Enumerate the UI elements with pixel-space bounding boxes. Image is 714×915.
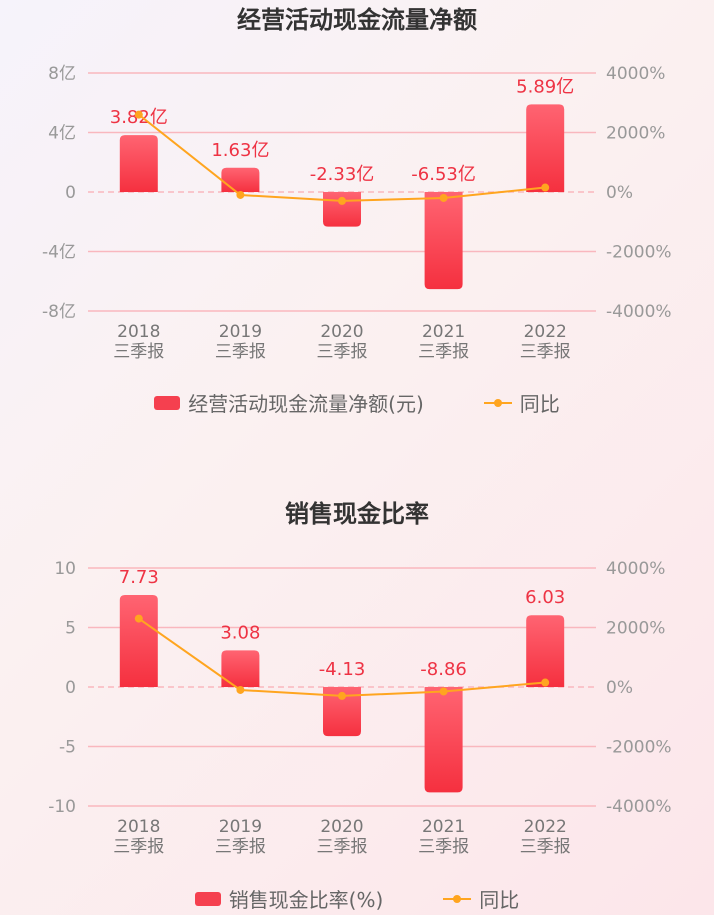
right-axis-tick: 0%: [606, 183, 633, 203]
category-label: 2020: [320, 817, 363, 837]
yoy-point: [134, 614, 143, 623]
category-sublabel: 三季报: [215, 342, 266, 362]
yoy-line: [138, 617, 546, 697]
left-axis-tick: -10: [48, 797, 76, 817]
legend-bar-swatch: [194, 891, 221, 906]
chart-title: 销售现金比率: [285, 500, 429, 528]
category-label: 2020: [320, 322, 363, 342]
data-label: 5.89亿: [516, 76, 574, 97]
bar: [221, 650, 260, 687]
data-label: 6.03: [525, 587, 565, 608]
yoy-line: [138, 113, 546, 202]
right-axis-tick: -4000%: [606, 797, 672, 817]
category-sublabel: 三季报: [520, 342, 571, 362]
left-axis-tick: 4亿: [48, 124, 76, 144]
bar: [119, 595, 158, 687]
chart-legend: 经营活动现金流量净额(元) 同比: [0, 388, 714, 417]
left-axis-tick: 5: [65, 619, 76, 639]
data-label: -6.53亿: [411, 164, 476, 185]
left-axis-tick: 0: [65, 183, 76, 203]
category-label: 2018: [117, 817, 160, 837]
category-label: 2022: [524, 322, 567, 342]
sales-cash-ratio-chart: 10 4000% 5 2000% 0 0% -5 -2000% -10 -4000% 7.73 3.0…: [48, 559, 672, 857]
data-label: -8.86: [420, 659, 467, 680]
right-axis-tick: 4000%: [606, 64, 665, 84]
bar: [221, 167, 260, 192]
category-label: 2019: [219, 817, 262, 837]
legend-line-label: 同比: [519, 392, 560, 416]
legend-bar-swatch: [154, 395, 181, 410]
right-axis-tick: -4000%: [606, 302, 672, 322]
left-axis-tick: 10: [54, 559, 76, 579]
right-axis-tick: 2000%: [606, 619, 665, 639]
legend-line-swatch: [443, 892, 472, 906]
data-label: -2.33亿: [310, 164, 375, 185]
right-axis-tick: 2000%: [606, 124, 665, 144]
category-sublabel: 三季报: [215, 837, 266, 857]
yoy-point: [541, 183, 550, 192]
yoy-point: [338, 196, 346, 205]
category-label: 2018: [117, 322, 160, 342]
category-sublabel: 三季报: [317, 837, 368, 857]
bar: [323, 687, 361, 737]
yoy-point: [134, 110, 143, 119]
bar: [526, 104, 565, 192]
yoy-point: [338, 691, 346, 700]
category-label: 2021: [422, 817, 465, 837]
left-axis-tick: -4亿: [42, 243, 76, 263]
yoy-point: [439, 193, 448, 202]
category-sublabel: 三季报: [520, 837, 571, 857]
category-sublabel: 三季报: [317, 342, 368, 362]
left-axis-tick: -8亿: [42, 302, 76, 322]
yoy-point: [236, 190, 245, 199]
category-label: 2022: [524, 817, 567, 837]
bar: [119, 135, 158, 192]
chart-legend: 销售现金比率(%) 同比: [0, 884, 714, 913]
legend-item-bar[interactable]: 经营活动现金流量净额(元): [154, 388, 424, 417]
right-axis-tick: -2000%: [606, 243, 672, 263]
category-sublabel: 三季报: [418, 342, 469, 362]
legend-bar-label: 销售现金比率(%): [228, 888, 384, 912]
chart-title: 经营活动现金流量净额: [237, 6, 477, 34]
legend-line-label: 同比: [479, 888, 520, 912]
legend-bar-label: 经营活动现金流量净额(元): [188, 392, 424, 416]
yoy-point: [236, 685, 245, 694]
legend-item-line[interactable]: 同比: [483, 388, 560, 417]
left-axis-tick: 0: [65, 678, 76, 698]
cashflow-chart: 8亿4000%4亿2000%00%-4亿-2000%-8亿-4000%3.82亿…: [42, 64, 672, 362]
left-axis-tick: -5: [59, 738, 76, 758]
right-axis-tick: 0%: [606, 678, 633, 698]
legend-item-line[interactable]: 同比: [443, 884, 519, 913]
right-axis-tick: 4000%: [606, 559, 665, 579]
yoy-point: [541, 678, 550, 687]
legend-item-bar[interactable]: 销售现金比率(%): [194, 884, 384, 913]
data-label: -4.13: [319, 659, 366, 680]
bar: [424, 192, 463, 290]
category-label: 2019: [219, 322, 262, 342]
category-sublabel: 三季报: [113, 837, 164, 857]
bar: [526, 615, 565, 687]
data-label: 3.08: [220, 622, 260, 643]
right-axis-tick: -2000%: [606, 738, 672, 758]
category-label: 2021: [422, 322, 465, 342]
left-axis-tick: 8亿: [48, 64, 76, 84]
bar: [424, 687, 463, 793]
yoy-point: [439, 687, 448, 696]
data-label: 1.63亿: [211, 140, 269, 161]
data-label: 7.73: [119, 567, 159, 588]
category-sublabel: 三季报: [113, 342, 164, 362]
category-sublabel: 三季报: [418, 837, 469, 857]
legend-line-swatch: [483, 396, 512, 410]
